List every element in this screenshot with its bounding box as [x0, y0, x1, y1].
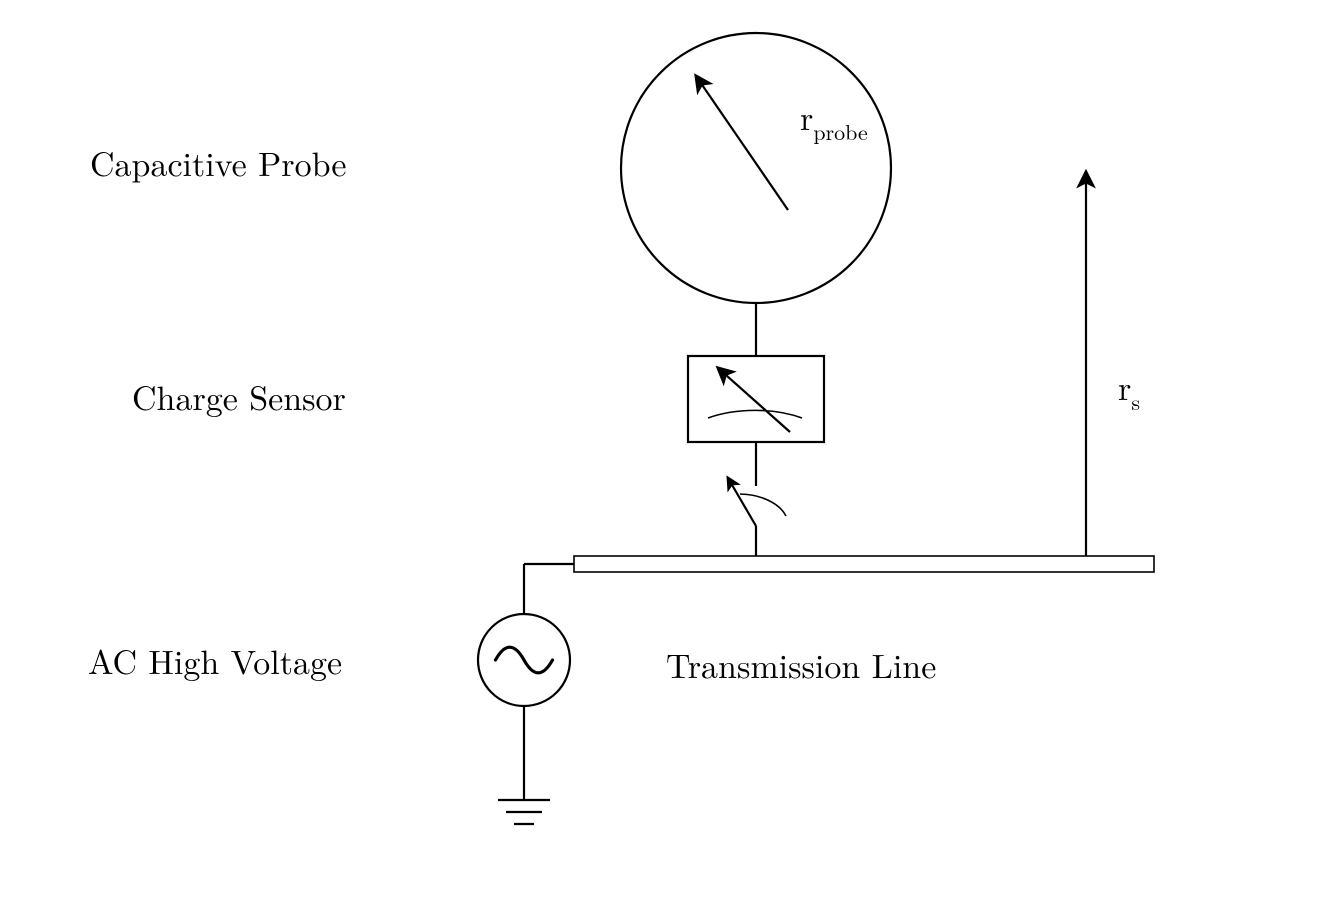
switch-blade: [728, 478, 756, 526]
circuit-diagram: Capacitive Probe Charge Sensor AC High Vol…: [0, 0, 1331, 903]
switch-arc: [740, 494, 786, 516]
charge-sensor-label: Charge Sensor: [132, 372, 346, 420]
r-probe-label: rprobe: [800, 92, 868, 147]
capacitive-probe-label: Capacitive Probe: [90, 138, 347, 186]
charge-sensor-meter: [688, 356, 824, 442]
capacitive-probe-circle: [621, 33, 891, 303]
meter-scale-arc: [708, 410, 802, 418]
sine-wave-icon: [495, 647, 552, 673]
transmission-line: [574, 556, 1154, 572]
ac-high-voltage-label: AC High Voltage: [88, 636, 342, 684]
transmission-line-label: Transmission Line: [666, 640, 936, 688]
r-s-label: rs: [1118, 362, 1140, 417]
meter-needle: [718, 368, 790, 432]
probe-radius-arrow: [696, 76, 788, 210]
